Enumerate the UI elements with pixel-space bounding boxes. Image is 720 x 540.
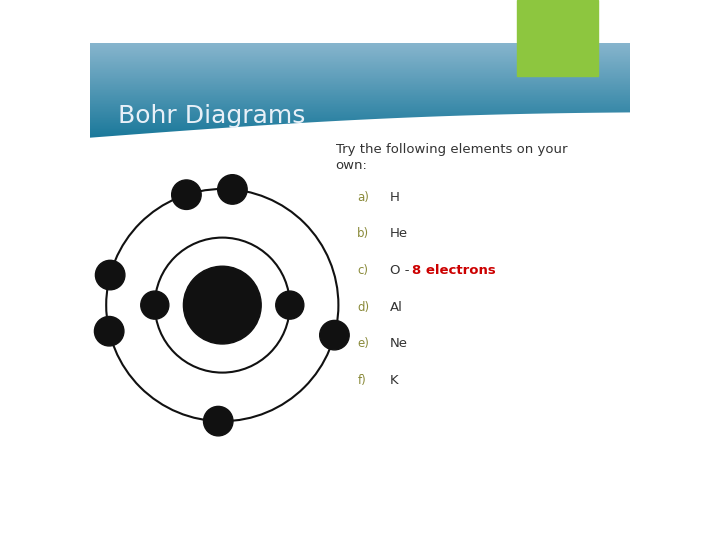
Text: Ne: Ne — [390, 338, 408, 350]
Circle shape — [96, 260, 125, 290]
Text: H: H — [390, 191, 400, 204]
Text: K: K — [390, 374, 398, 387]
Text: Al: Al — [390, 301, 402, 314]
Text: Try the following elements on your
own:: Try the following elements on your own: — [336, 143, 567, 172]
Polygon shape — [90, 112, 630, 540]
Circle shape — [276, 291, 304, 319]
Text: 8 electrons: 8 electrons — [413, 264, 496, 277]
Text: Bohr Diagrams: Bohr Diagrams — [118, 104, 305, 128]
Circle shape — [171, 180, 201, 210]
Polygon shape — [90, 0, 630, 43]
Bar — [517, 0, 598, 76]
Circle shape — [141, 291, 168, 319]
Circle shape — [204, 407, 233, 436]
Circle shape — [184, 266, 261, 344]
Text: f): f) — [357, 374, 366, 387]
Text: d): d) — [357, 301, 369, 314]
Text: O -: O - — [390, 264, 413, 277]
Text: He: He — [390, 227, 408, 240]
Circle shape — [217, 175, 247, 204]
Text: e): e) — [357, 338, 369, 350]
Text: a): a) — [357, 191, 369, 204]
Circle shape — [320, 320, 349, 350]
Text: b): b) — [357, 227, 369, 240]
Circle shape — [94, 316, 124, 346]
Text: c): c) — [357, 264, 369, 277]
